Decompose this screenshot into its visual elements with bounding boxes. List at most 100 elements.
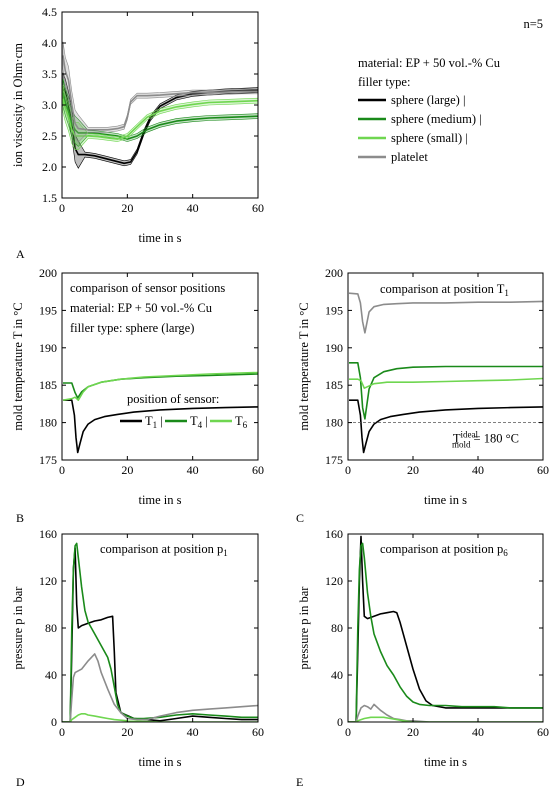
- y-tick-label: 4.5: [42, 5, 57, 19]
- plot-frame: [347, 533, 544, 723]
- panel-label: B: [16, 511, 24, 525]
- series-line-4: [62, 55, 258, 131]
- legend-filler: filler type: sphere (large): [70, 321, 194, 335]
- series-line-3: [62, 98, 258, 140]
- x-tick-label: 0: [59, 725, 65, 739]
- series-line-2: [62, 542, 258, 722]
- series-band-3: [62, 85, 258, 150]
- series-band-1: [62, 72, 258, 169]
- y-tick-label: 175: [39, 453, 57, 467]
- panel-title: comparison at position T1: [380, 282, 509, 298]
- legend-entry: T1 |: [145, 414, 163, 430]
- legend-entry: sphere (large) |: [391, 93, 465, 107]
- legend-material: material: EP + 50 vol.-% Cu: [70, 301, 213, 315]
- y-tick-label: 200: [39, 266, 57, 280]
- legend-comparison: comparison of sensor positions: [70, 281, 225, 295]
- y-axis-label: pressure p in bar: [11, 586, 25, 670]
- y-tick-label: 185: [39, 378, 57, 392]
- x-tick-label: 20: [121, 463, 133, 477]
- y-tick-label: 185: [325, 378, 343, 392]
- series-line-1: [63, 399, 258, 454]
- plot-frame: [61, 272, 259, 461]
- x-tick-label: 0: [345, 463, 351, 477]
- legend-entry: T4 |: [190, 414, 208, 430]
- panel-label: D: [16, 775, 25, 789]
- series-line-1: [349, 399, 543, 454]
- series-line-1: [62, 547, 258, 722]
- series-line-2: [349, 362, 543, 420]
- x-tick-label: 20: [121, 725, 133, 739]
- series-line-1: [348, 535, 543, 722]
- series-line-3: [348, 703, 543, 722]
- legend-title: position of sensor:: [127, 392, 219, 406]
- x-tick-label: 0: [59, 463, 65, 477]
- x-tick-label: 60: [252, 463, 264, 477]
- legend-entry: T6: [235, 414, 248, 430]
- series-line-3: [62, 371, 258, 401]
- x-tick-label: 20: [121, 201, 133, 215]
- x-tick-label: 60: [252, 725, 264, 739]
- panel-label: A: [16, 247, 25, 261]
- x-axis-label: time in s: [138, 231, 181, 245]
- y-axis-label: mold temperature T in °C: [297, 302, 311, 430]
- y-axis-label: ion viscosity in Ohm·cm: [11, 43, 25, 167]
- y-tick-label: 80: [45, 621, 57, 635]
- legend-entry: sphere (small) |: [391, 131, 468, 145]
- x-tick-label: 60: [252, 201, 264, 215]
- x-tick-label: 20: [407, 463, 419, 477]
- y-tick-label: 3.0: [42, 98, 57, 112]
- y-tick-label: 0: [337, 715, 343, 729]
- panel-d: 0 20 40 60 0 40 80 120 160 time in s pressure p in…: [11, 527, 264, 789]
- y-tick-label: 40: [331, 668, 343, 682]
- x-axis-label: time in s: [424, 755, 467, 769]
- sample-count: n=5: [523, 17, 543, 31]
- y-tick-label: 195: [39, 303, 57, 317]
- panel-a: 0 20 40 60 1.5 2.0 2.5 3.0 3.5 4.0 4.5 time in s ion…: [11, 5, 543, 261]
- y-tick-label: 190: [325, 341, 343, 355]
- panel-label: E: [296, 775, 303, 789]
- y-tick-label: 120: [39, 574, 57, 588]
- series-line-2: [348, 542, 543, 722]
- y-tick-label: 0: [51, 715, 57, 729]
- x-tick-label: 40: [187, 725, 199, 739]
- x-axis-label: time in s: [138, 755, 181, 769]
- panel-title: comparison at position p6: [380, 542, 508, 558]
- y-tick-label: 160: [325, 527, 343, 541]
- y-tick-label: 120: [325, 574, 343, 588]
- x-axis-label: time in s: [424, 493, 467, 507]
- series-band-2: [62, 78, 258, 147]
- y-tick-label: 160: [39, 527, 57, 541]
- y-tick-label: 180: [325, 416, 343, 430]
- y-tick-label: 175: [325, 453, 343, 467]
- series-line-4: [348, 292, 543, 334]
- reference-label: Tideal mold = 180 °C: [452, 430, 519, 450]
- series-line-4: [62, 713, 258, 722]
- legend-material: material: EP + 50 vol.-% Cu: [358, 56, 501, 70]
- y-tick-label: 2.0: [42, 160, 57, 174]
- x-axis-label: time in s: [138, 493, 181, 507]
- y-tick-label: 200: [325, 266, 343, 280]
- x-tick-label: 40: [187, 463, 199, 477]
- x-tick-label: 40: [187, 201, 199, 215]
- legend-filler-heading: filler type:: [358, 75, 410, 89]
- y-tick-label: 1.5: [42, 191, 57, 205]
- x-tick-label: 60: [537, 463, 549, 477]
- legend-entry: platelet: [391, 150, 428, 164]
- x-tick-label: 0: [345, 725, 351, 739]
- panel-b: 0 20 40 60 175 180 185 190 195 200 time in s mold t…: [11, 266, 264, 525]
- panel-c: 0 20 40 60 175 180 185 190 195 200 time in s mold t…: [296, 266, 549, 525]
- panel-e: 0 20 40 60 0 40 80 120 160 time in s pressure p in…: [296, 527, 549, 789]
- panel-title: comparison at position p1: [100, 542, 228, 558]
- legend-entry: sphere (medium) |: [391, 112, 482, 126]
- x-tick-label: 40: [472, 463, 484, 477]
- x-tick-label: 60: [537, 725, 549, 739]
- series-line-3: [349, 377, 543, 389]
- y-tick-label: 180: [39, 416, 57, 430]
- y-axis-label: pressure p in bar: [297, 586, 311, 670]
- y-tick-label: 80: [331, 621, 343, 635]
- x-tick-label: 0: [59, 201, 65, 215]
- series-line-3: [62, 653, 258, 722]
- y-tick-label: 4.0: [42, 36, 57, 50]
- panel-label: C: [296, 511, 304, 525]
